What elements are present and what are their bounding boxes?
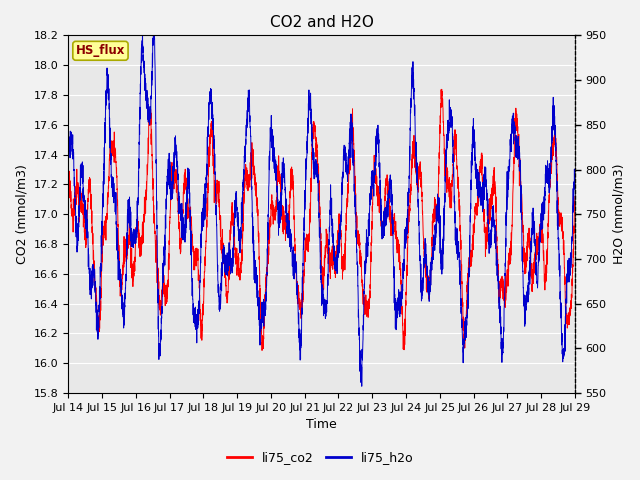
- li75_co2: [305, 235, 313, 241]
- Title: CO2 and H2O: CO2 and H2O: [269, 15, 374, 30]
- li75_h2o: [305, 99, 313, 105]
- li75_co2: [556, 223, 563, 229]
- Legend: li75_co2, li75_h2o: li75_co2, li75_h2o: [221, 446, 419, 469]
- li75_h2o: [277, 204, 285, 210]
- li75_co2: [258, 348, 266, 353]
- li75_h2o: [139, 28, 147, 34]
- Line: li75_co2: li75_co2: [68, 89, 575, 350]
- Y-axis label: CO2 (mmol/m3): CO2 (mmol/m3): [15, 164, 28, 264]
- li75_h2o: [282, 188, 289, 194]
- li75_co2: [438, 86, 445, 92]
- li75_h2o: [358, 384, 365, 389]
- li75_h2o: [433, 226, 440, 232]
- li75_co2: [64, 192, 72, 198]
- li75_h2o: [531, 231, 538, 237]
- li75_h2o: [556, 273, 563, 279]
- li75_co2: [531, 255, 538, 261]
- li75_h2o: [571, 170, 579, 176]
- li75_h2o: [64, 148, 72, 154]
- li75_co2: [571, 193, 579, 199]
- Line: li75_h2o: li75_h2o: [68, 31, 575, 386]
- X-axis label: Time: Time: [306, 419, 337, 432]
- Y-axis label: H2O (mmol/m3): H2O (mmol/m3): [612, 164, 625, 264]
- li75_co2: [282, 224, 289, 230]
- Text: HS_flux: HS_flux: [76, 44, 125, 57]
- li75_co2: [277, 186, 285, 192]
- li75_co2: [433, 210, 440, 216]
